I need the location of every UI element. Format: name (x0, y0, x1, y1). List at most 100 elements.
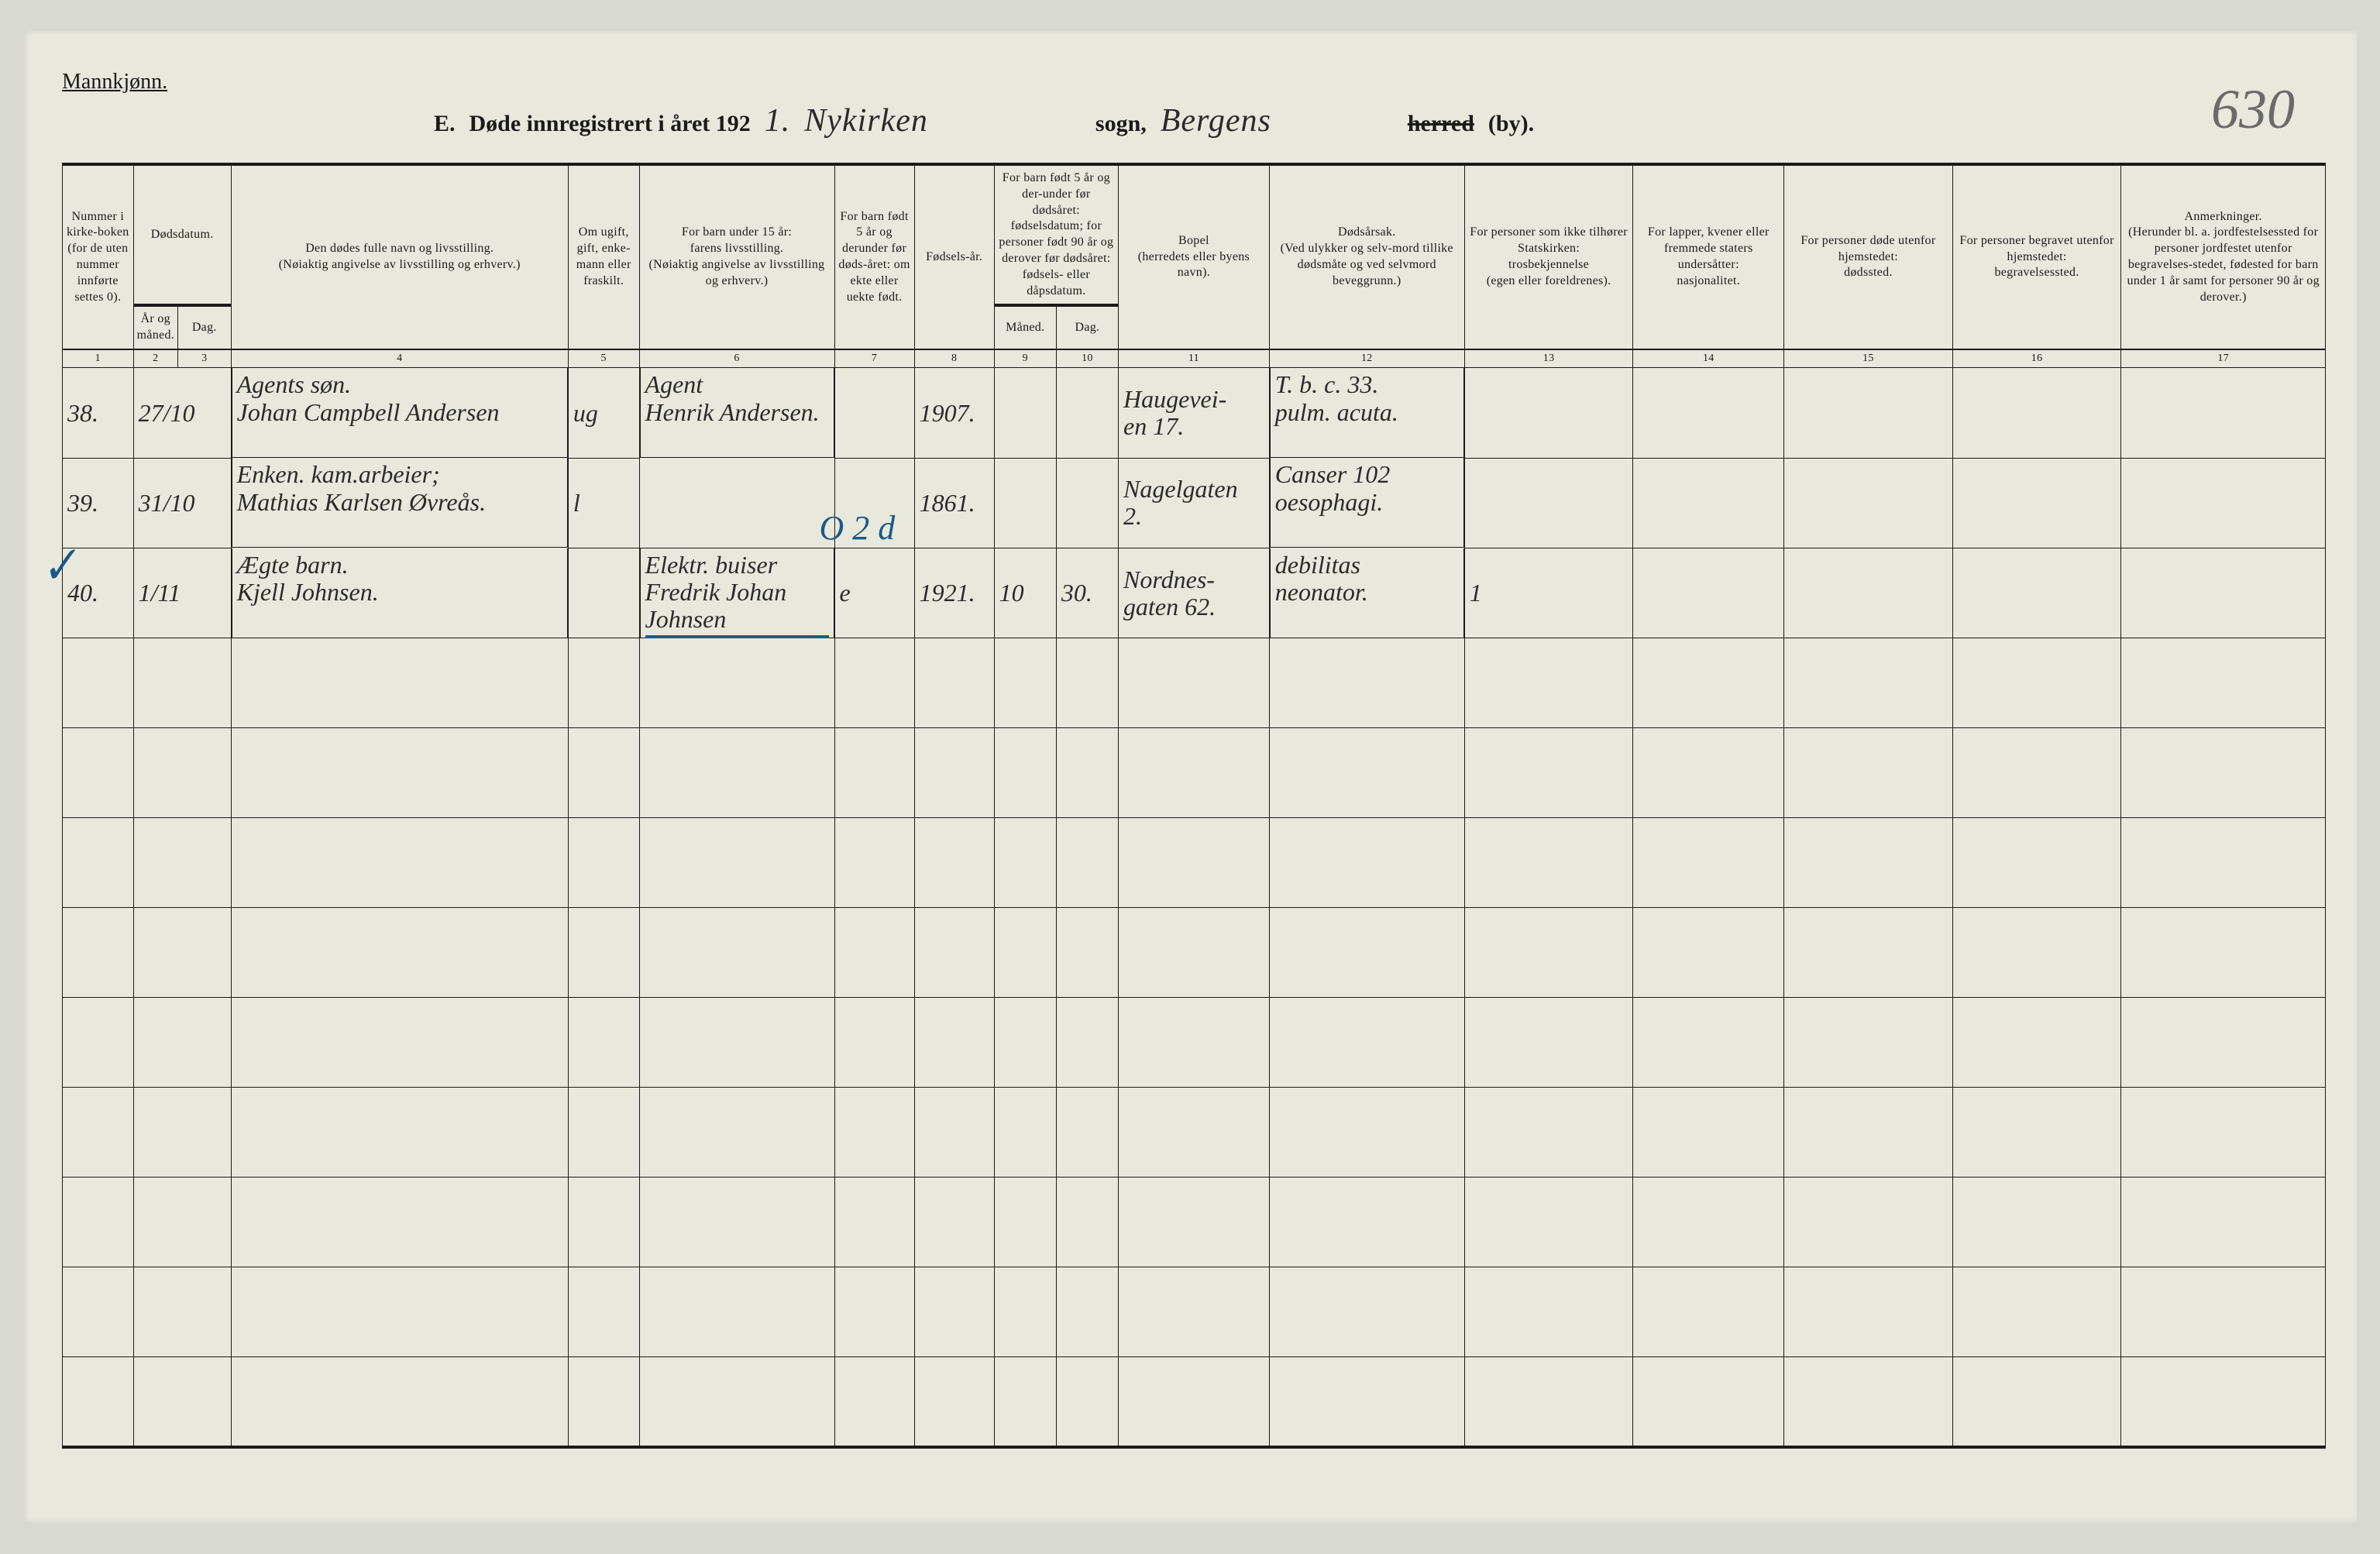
col-header-8: Fødsels-år. (914, 164, 994, 349)
col-num: 17 (2121, 349, 2326, 368)
entry-father: Agent Henrik Andersen. (640, 368, 834, 458)
entry-cause: Canser 102 oesophagi. (1270, 458, 1464, 548)
title-line: E. Døde innregistrert i året 192 1. Nyki… (434, 102, 2326, 139)
col-num: 10 (1056, 349, 1118, 368)
entry-residence: Nordnes- gaten 62. (1119, 548, 1270, 638)
entry-legit (834, 368, 914, 459)
col-num: 15 (1784, 349, 1953, 368)
entry-c17 (2121, 548, 2326, 638)
col-num: 12 (1269, 349, 1464, 368)
entry-birthyear: 1907. (914, 368, 994, 459)
entry-birth-d (1056, 368, 1118, 459)
page-number: 630 (2211, 77, 2295, 142)
table-body: 38. 27/10 Agents søn. Johan Campbell And… (63, 368, 2326, 1447)
title-prefix: E. (434, 111, 456, 137)
col-header-4: Den dødes fulle navn og livsstilling. (N… (231, 164, 568, 349)
entry-c17 (2121, 368, 2326, 459)
entry-birthyear: 1921. (914, 548, 994, 638)
entry-name: Ægte barn. Kjell Johnsen. (232, 548, 568, 638)
parish-hw: Nykirken (804, 102, 928, 139)
col-num: 13 (1464, 349, 1633, 368)
father-line1: Agent (645, 371, 703, 398)
title-main: Døde innregistrert i året 192 (469, 111, 751, 137)
entry-date: 31/10 (133, 458, 231, 548)
entry-birth-d: 30. (1056, 548, 1118, 638)
col-header-11: Bopel (herredets eller byens navn). (1119, 164, 1270, 349)
table-row-empty (63, 638, 2326, 728)
entry-c13 (1464, 458, 1633, 548)
entry-cause: debilitas neonator. (1270, 548, 1464, 638)
name-line1: Agents søn. (237, 371, 352, 398)
col-num: 8 (914, 349, 994, 368)
entry-birth-m (994, 458, 1056, 548)
name-line1: Enken. kam.arbeier; (237, 461, 440, 488)
entry-date: 27/10 (133, 368, 231, 459)
table-row-empty (63, 908, 2326, 998)
table-header: Nummer i kirke-boken (for de uten nummer… (63, 164, 2326, 368)
entry-num: 38. (63, 368, 134, 459)
table-row-empty (63, 998, 2326, 1088)
entry-status: l (568, 458, 639, 548)
entry-legit: O 2 d e (834, 548, 914, 638)
col-header-3: Dag. (177, 305, 231, 349)
entry-status: ug (568, 368, 639, 459)
col-num: 16 (1952, 349, 2121, 368)
cause-line2: oesophagi. (1275, 489, 1384, 516)
entry-c14 (1633, 368, 1784, 459)
col-header-17: Anmerkninger. (Herunder bl. a. jordfeste… (2121, 164, 2326, 349)
cause-line1: debilitas (1275, 552, 1360, 579)
entry-num: 39. (63, 458, 134, 548)
entry-c16 (1952, 458, 2121, 548)
entry-c13 (1464, 368, 1633, 459)
col-num: 4 (231, 349, 568, 368)
entry-residence: Haugevei- en 17. (1119, 368, 1270, 459)
gender-label: Mannkjønn. (62, 70, 2326, 95)
name-line2: Kjell Johnsen. (237, 579, 379, 606)
legit-text: e (840, 579, 851, 607)
col-header-14: For lapper, kvener eller fremmede stater… (1633, 164, 1784, 349)
name-line2: Mathias Karlsen Øvreås. (237, 489, 486, 516)
cause-line2: pulm. acuta. (1275, 399, 1398, 426)
entry-c16 (1952, 548, 2121, 638)
entry-c15 (1784, 548, 1953, 638)
entry-status (568, 548, 639, 638)
col-header-9-10: For barn født 5 år og der-under før døds… (994, 164, 1118, 305)
col-header-15: For personer døde utenfor hjemstedet: dø… (1784, 164, 1953, 349)
entry-father (639, 458, 834, 548)
table-row-empty (63, 1357, 2326, 1447)
col-num: 2 (133, 349, 177, 368)
col-header-6: For barn under 15 år: farens livsstillin… (639, 164, 834, 349)
entry-c16 (1952, 368, 2121, 459)
col-header-1: Nummer i kirke-boken (for de uten nummer… (63, 164, 134, 349)
name-line1: Ægte barn. (237, 552, 349, 579)
entry-c17 (2121, 458, 2326, 548)
col-header-10: Dag. (1056, 305, 1118, 349)
father-line1: Elektr. buiser (645, 552, 778, 579)
entry-birth-m (994, 368, 1056, 459)
herred-strike: herred (1408, 111, 1474, 137)
col-header-13: For personer som ikke tilhører Statskirk… (1464, 164, 1633, 349)
entry-c15 (1784, 458, 1953, 548)
entry-name: Agents søn. Johan Campbell Andersen (232, 368, 568, 458)
table-row-empty (63, 1178, 2326, 1267)
name-line2: Johan Campbell Andersen (237, 399, 500, 426)
by-label: (by). (1488, 111, 1534, 137)
table-row-empty (63, 728, 2326, 818)
entry-c14 (1633, 458, 1784, 548)
cause-line1: Canser 102 (1275, 461, 1390, 488)
entry-num: ✓ 40. (63, 548, 134, 638)
col-header-date: Dødsdatum. (133, 164, 231, 305)
table-row: 38. 27/10 Agents søn. Johan Campbell And… (63, 368, 2326, 459)
father-line2: Fredrik Johan Johnsen (645, 579, 829, 638)
register-page: Mannkjønn. 630 E. Døde innregistrert i å… (23, 31, 2357, 1523)
col-header-9: Måned. (994, 305, 1056, 349)
entry-father: Elektr. buiser Fredrik Johan Johnsen (640, 548, 834, 638)
col-num: 7 (834, 349, 914, 368)
entry-date: 1/11 (133, 548, 231, 638)
entry-birth-m: 10 (994, 548, 1056, 638)
table-row-empty (63, 1267, 2326, 1357)
table-row: 39. 31/10 Enken. kam.arbeier; Mathias Ka… (63, 458, 2326, 548)
col-num: 14 (1633, 349, 1784, 368)
col-num: 3 (177, 349, 231, 368)
register-table: Nummer i kirke-boken (for de uten nummer… (62, 163, 2326, 1449)
